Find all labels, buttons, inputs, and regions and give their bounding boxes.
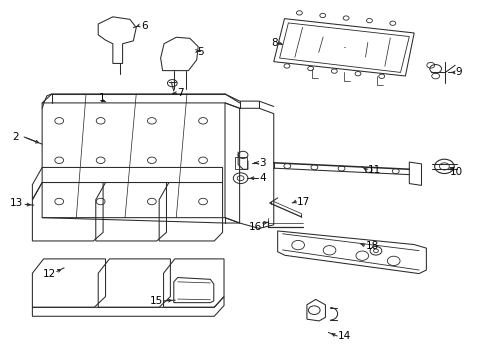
Text: 7: 7 <box>177 88 183 98</box>
Text: 6: 6 <box>141 21 147 31</box>
Text: 9: 9 <box>454 67 461 77</box>
Text: 4: 4 <box>259 173 265 183</box>
Text: 2: 2 <box>12 132 19 142</box>
Text: 1: 1 <box>99 93 105 103</box>
Text: 8: 8 <box>270 38 277 48</box>
Text: 12: 12 <box>43 269 56 279</box>
Text: 13: 13 <box>10 198 23 208</box>
Text: 5: 5 <box>196 47 203 57</box>
Text: 15: 15 <box>149 296 163 306</box>
Bar <box>234 157 246 169</box>
Text: 16: 16 <box>248 222 261 231</box>
Text: 18: 18 <box>365 241 378 251</box>
Text: 3: 3 <box>259 158 265 168</box>
Text: 10: 10 <box>449 167 463 177</box>
Text: 14: 14 <box>337 331 351 341</box>
Text: 17: 17 <box>297 197 310 207</box>
Text: 11: 11 <box>366 165 380 175</box>
